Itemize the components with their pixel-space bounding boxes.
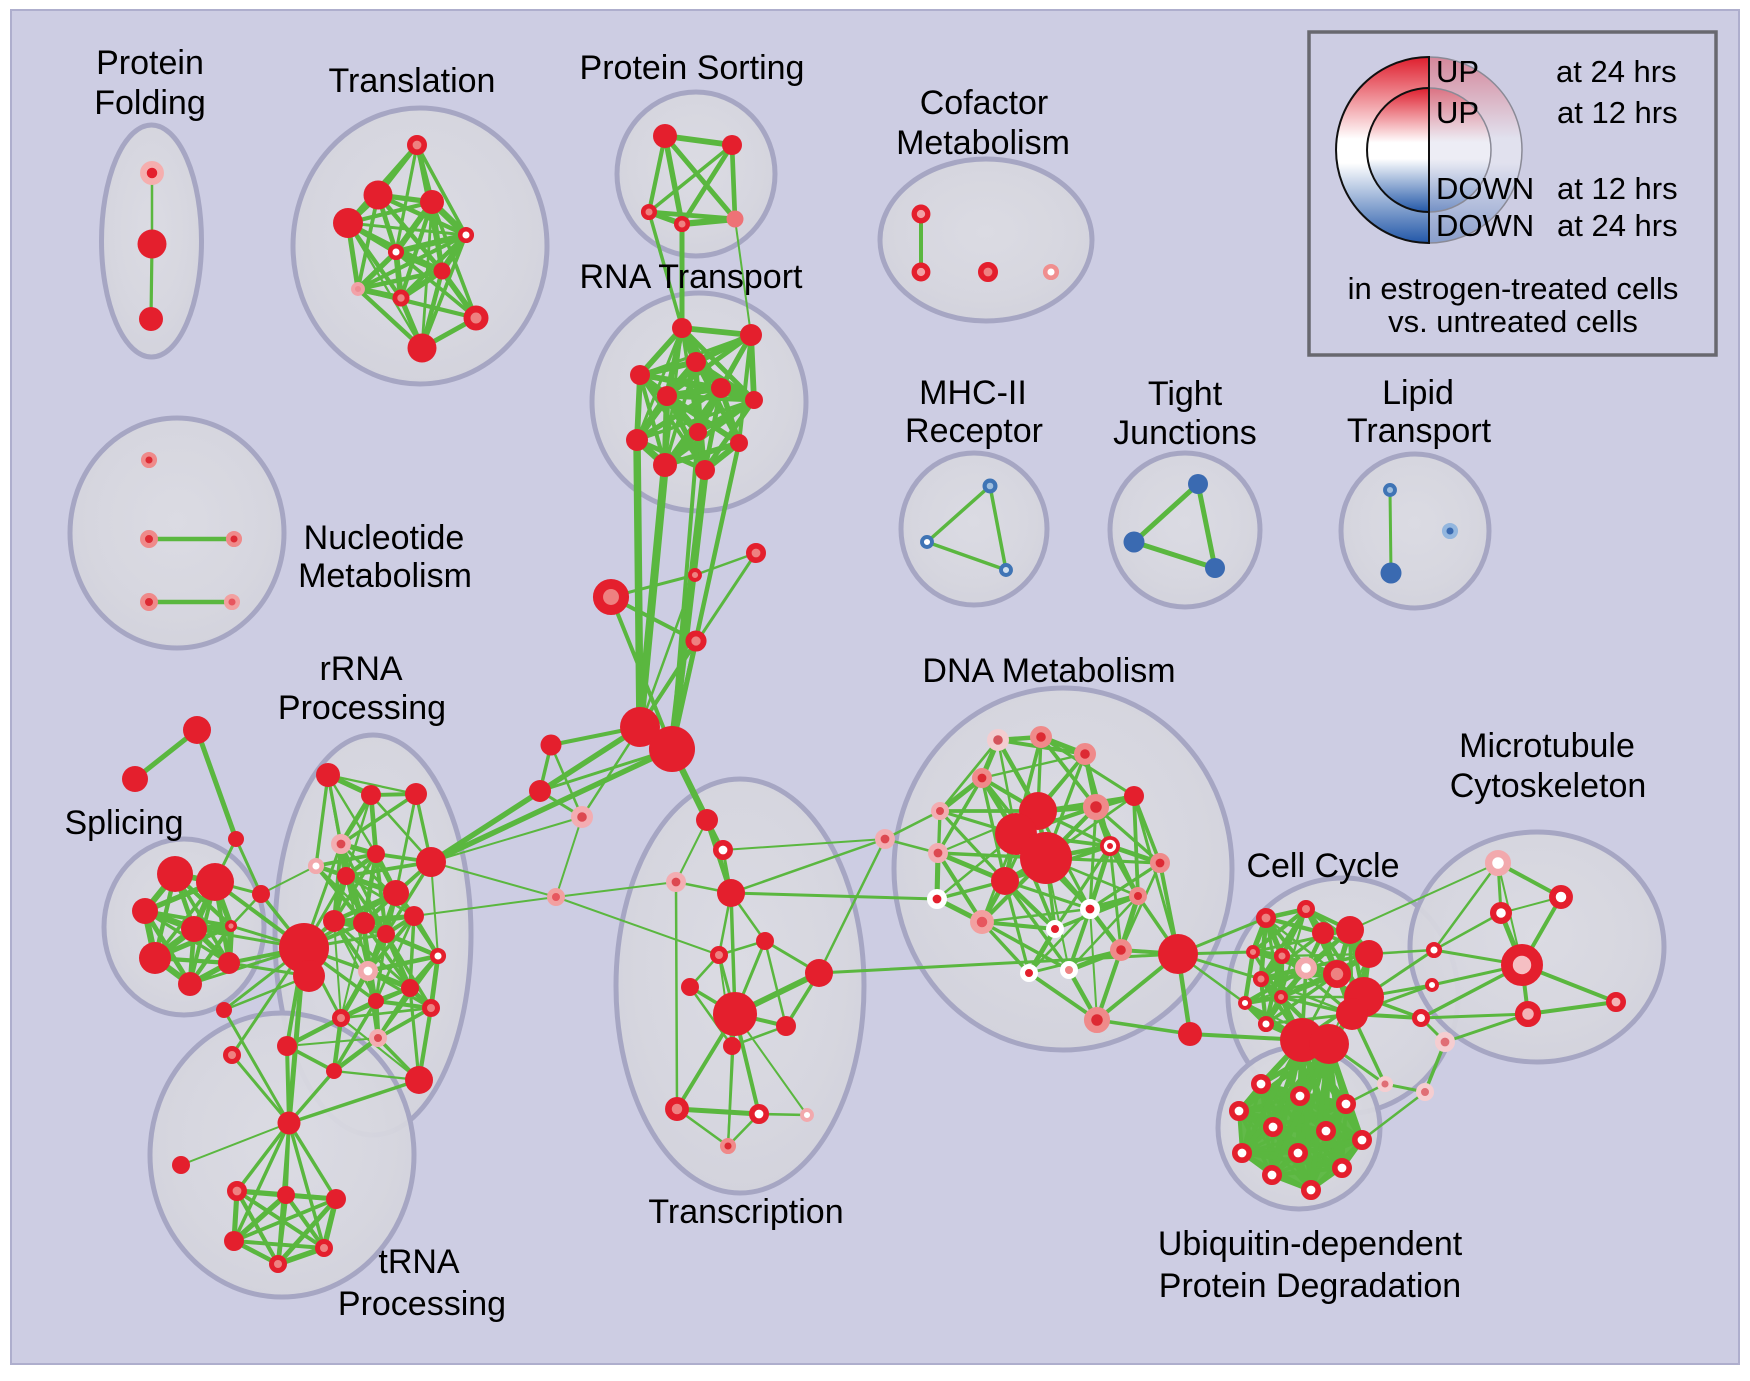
svg-text:DNA Metabolism: DNA Metabolism: [922, 652, 1175, 690]
svg-text:DOWN: DOWN: [1436, 208, 1534, 243]
svg-text:tRNA: tRNA: [378, 1243, 460, 1281]
svg-text:in estrogen-treated cells: in estrogen-treated cells: [1348, 271, 1679, 306]
svg-text:Transcription: Transcription: [648, 1193, 843, 1231]
svg-text:RNA Transport: RNA Transport: [580, 258, 804, 296]
svg-text:Processing: Processing: [278, 689, 446, 727]
svg-text:at 24 hrs: at 24 hrs: [1557, 208, 1678, 243]
svg-text:Junctions: Junctions: [1113, 414, 1257, 452]
svg-text:Cofactor: Cofactor: [920, 84, 1049, 122]
svg-text:Protein: Protein: [96, 44, 204, 82]
svg-text:at 24 hrs: at 24 hrs: [1556, 54, 1677, 89]
svg-text:UP: UP: [1436, 95, 1479, 130]
svg-text:Transport: Transport: [1347, 412, 1492, 450]
svg-text:Protein Sorting: Protein Sorting: [580, 49, 805, 87]
svg-text:Ubiquitin-dependent: Ubiquitin-dependent: [1158, 1225, 1463, 1263]
svg-text:DOWN: DOWN: [1436, 171, 1534, 206]
svg-text:vs. untreated cells: vs. untreated cells: [1388, 304, 1638, 339]
svg-text:Protein Degradation: Protein Degradation: [1159, 1267, 1461, 1305]
svg-text:Folding: Folding: [94, 84, 206, 122]
svg-text:Tight: Tight: [1148, 375, 1223, 413]
svg-text:Cytoskeleton: Cytoskeleton: [1450, 767, 1647, 805]
svg-text:MHC-II: MHC-II: [919, 374, 1027, 412]
svg-text:Microtubule: Microtubule: [1459, 727, 1635, 765]
svg-text:rRNA: rRNA: [319, 650, 402, 688]
svg-text:at 12 hrs: at 12 hrs: [1557, 171, 1678, 206]
svg-text:Metabolism: Metabolism: [896, 124, 1070, 162]
svg-text:Lipid: Lipid: [1382, 374, 1454, 412]
svg-text:at 12 hrs: at 12 hrs: [1557, 95, 1678, 130]
svg-text:UP: UP: [1436, 54, 1479, 89]
svg-text:Metabolism: Metabolism: [298, 557, 472, 595]
svg-text:Splicing: Splicing: [64, 804, 183, 842]
svg-text:Cell Cycle: Cell Cycle: [1246, 847, 1399, 885]
svg-text:Translation: Translation: [329, 62, 496, 100]
svg-text:Processing: Processing: [338, 1285, 506, 1323]
svg-text:Nucleotide: Nucleotide: [304, 519, 465, 557]
svg-text:Receptor: Receptor: [905, 412, 1043, 450]
